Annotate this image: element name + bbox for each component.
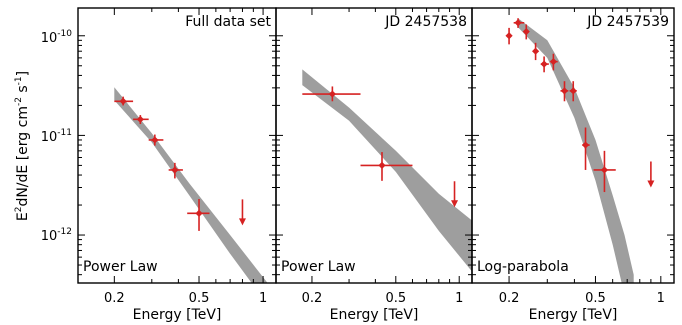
point-marker: [569, 87, 577, 95]
point-marker: [505, 32, 513, 40]
plot-area: [114, 87, 268, 283]
data-point: [581, 127, 590, 170]
y-tick-label: 10-10: [41, 29, 73, 46]
model-label: Power Law: [83, 259, 158, 275]
data-point: [549, 53, 558, 71]
x-tick-label: 1: [657, 291, 665, 306]
plot-area: [302, 69, 472, 272]
point-marker: [378, 161, 386, 169]
data-point: [302, 86, 361, 102]
x-tick-label: 0.5: [385, 291, 406, 306]
x-tick-label: 0.2: [499, 291, 520, 306]
data-point: [133, 115, 149, 125]
model-uncertainty-band: [302, 69, 472, 272]
x-axis-label: Energy [TeV]: [330, 307, 419, 323]
point-marker: [195, 209, 203, 217]
point-marker: [549, 58, 557, 66]
y-tick-label: 10-11: [41, 128, 72, 145]
point-marker: [522, 28, 530, 36]
panel-frame: [77, 7, 277, 284]
upper-limit-head: [238, 218, 246, 226]
upper-limit-head: [451, 200, 459, 208]
y-tick-labels: 10-10 10-11 10-12: [41, 29, 73, 244]
plot-area: [505, 18, 655, 283]
model-label: Power Law: [281, 259, 356, 275]
data-point: [540, 56, 549, 73]
data-point: [360, 152, 413, 181]
x-tick-label: 0.2: [104, 291, 125, 306]
upper-limit-arrow: [238, 199, 246, 226]
data-point: [187, 198, 210, 231]
x-tick-label: 1: [259, 291, 267, 306]
model-uncertainty-band: [114, 87, 268, 283]
point-marker: [136, 115, 144, 123]
upper-limit-head: [647, 180, 655, 188]
upper-limit-arrow: [647, 161, 655, 188]
data-point: [148, 134, 164, 146]
panel-frame: [471, 7, 675, 284]
data-point: [114, 96, 134, 106]
point-marker: [540, 60, 548, 68]
point-marker: [171, 166, 179, 174]
x-axis-label: Energy [TeV]: [133, 307, 222, 323]
x-tick-label: 0.2: [302, 291, 323, 306]
x-tick-label: 0.5: [189, 291, 210, 306]
panel-title: JD 2457538: [384, 14, 467, 30]
point-marker: [600, 166, 609, 174]
data-point: [531, 42, 540, 61]
point-marker: [151, 136, 159, 144]
point-marker: [514, 19, 522, 27]
model-label: Log-parabola: [477, 259, 569, 275]
upper-limit-arrow: [451, 181, 459, 208]
data-point: [513, 18, 525, 28]
model-uncertainty-band: [518, 18, 634, 283]
point-marker: [328, 90, 336, 98]
y-axis-label: E2dN/dE [erg cm-2 s-1]: [14, 71, 31, 221]
point-marker: [560, 87, 569, 95]
y-tick-label: 10-12: [41, 227, 72, 244]
x-tick-label: 1: [455, 291, 463, 306]
panel-jd-2457538: 0.2 0.5 1 Energy [TeV] JD 2457538 Power Law: [275, 7, 473, 323]
data-point: [569, 81, 577, 102]
x-tick-label: 0.5: [585, 291, 606, 306]
panel-title: JD 2457539: [586, 14, 669, 30]
data-point: [560, 81, 569, 102]
panel-title: Full data set: [185, 14, 271, 30]
data-point: [522, 24, 530, 40]
data-point: [168, 162, 183, 179]
panel-jd-2457539: 0.2 0.5 1 Energy [TeV] JD 2457539 Log-parabol…: [471, 7, 675, 323]
data-point: [505, 27, 513, 45]
x-axis-label: Energy [TeV]: [529, 307, 618, 323]
point-marker: [531, 47, 540, 55]
data-point: [593, 150, 616, 193]
point-marker: [119, 97, 127, 105]
panel-full-data-set: 0.2 0.5 1 Energy [TeV] Full data set Power La…: [77, 7, 277, 323]
point-marker: [581, 141, 590, 149]
